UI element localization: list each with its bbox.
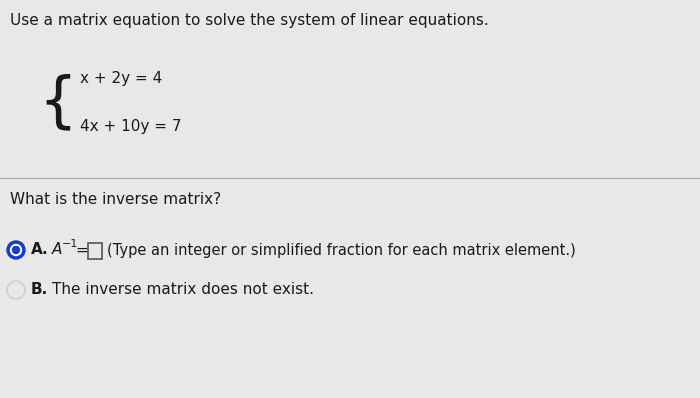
- Circle shape: [7, 281, 25, 299]
- Text: =: =: [75, 242, 88, 258]
- Text: −1: −1: [62, 239, 78, 249]
- Text: B.: B.: [31, 283, 48, 297]
- Text: The inverse matrix does not exist.: The inverse matrix does not exist.: [52, 283, 314, 297]
- Text: A.: A.: [31, 242, 48, 258]
- Text: A: A: [52, 242, 62, 258]
- Text: 4x + 10y = 7: 4x + 10y = 7: [80, 119, 181, 133]
- Text: x + 2y = 4: x + 2y = 4: [80, 70, 162, 86]
- Circle shape: [10, 244, 22, 256]
- Text: Use a matrix equation to solve the system of linear equations.: Use a matrix equation to solve the syste…: [10, 13, 489, 28]
- Circle shape: [8, 283, 24, 297]
- Circle shape: [13, 246, 20, 254]
- Text: {: {: [38, 74, 77, 133]
- Text: (Type an integer or simplified fraction for each matrix element.): (Type an integer or simplified fraction …: [107, 242, 575, 258]
- Text: What is the inverse matrix?: What is the inverse matrix?: [10, 192, 221, 207]
- Circle shape: [7, 241, 25, 259]
